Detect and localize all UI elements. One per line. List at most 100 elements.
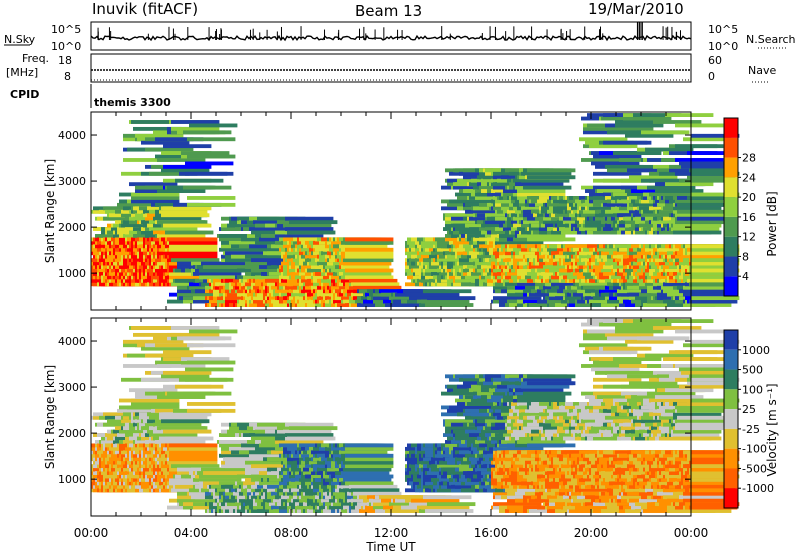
power-cell	[445, 220, 494, 225]
velocity-cell	[189, 329, 238, 334]
velocity-cell	[285, 433, 334, 437]
colorbar-tick-label: 12	[742, 231, 756, 244]
velocity-cell	[157, 364, 206, 368]
velocity-cell	[187, 343, 236, 348]
power-cell	[183, 185, 232, 190]
velocity-cell	[177, 498, 226, 503]
power-cell	[613, 151, 662, 155]
power-cell	[527, 237, 576, 242]
velocity-cell	[345, 443, 394, 448]
velocity-cell	[159, 426, 208, 431]
power-cell	[153, 216, 202, 221]
velocity-cell	[171, 332, 220, 337]
power-cell	[169, 247, 218, 252]
velocity-cell	[183, 391, 232, 396]
power-cell	[605, 126, 654, 131]
velocity-cell	[225, 464, 274, 469]
nsky-label: N.Sky	[4, 33, 36, 46]
colorbar-swatch	[724, 137, 738, 158]
power-cell	[689, 254, 738, 259]
y-tick-label: 4000	[58, 129, 86, 142]
power-cell	[605, 164, 654, 169]
power-cell	[687, 175, 736, 180]
power-cell	[339, 244, 388, 249]
nsky-series-line	[90, 34, 692, 42]
velocity-cell	[345, 446, 394, 451]
velocity-cell	[171, 326, 220, 330]
velocity-cell	[203, 471, 252, 475]
power-cell	[131, 196, 180, 200]
colorbar-tick-label: 16	[742, 211, 756, 224]
power-cell	[343, 261, 392, 266]
velocity-cell	[183, 336, 232, 341]
power-cell	[169, 240, 218, 245]
power-cell	[649, 178, 698, 183]
velocity-cell	[345, 460, 394, 465]
velocity-cell	[129, 388, 178, 393]
power-cell	[593, 185, 642, 190]
power-cell	[629, 175, 678, 180]
power-cell	[647, 185, 696, 190]
freq-panel	[90, 53, 692, 83]
power-cell	[171, 120, 220, 124]
velocity-cell	[283, 429, 332, 434]
power-cell	[159, 220, 208, 225]
power-cell	[251, 258, 300, 263]
colorbar-tick-label: 4	[742, 270, 749, 283]
velocity-cell	[345, 481, 394, 486]
power-cell	[131, 192, 180, 197]
power-cell	[345, 275, 394, 280]
velocity-cell	[257, 422, 306, 427]
velocity-cell	[185, 377, 234, 382]
power-cell	[579, 137, 628, 142]
power-cell	[665, 113, 714, 118]
velocity-cell	[145, 353, 194, 358]
power-cell	[345, 251, 394, 256]
colorbar-swatch	[724, 197, 738, 217]
velocity-cell	[219, 440, 268, 444]
power-cell	[645, 147, 694, 152]
velocity-cell	[225, 457, 274, 462]
power-cell	[675, 158, 724, 162]
velocity-cell	[289, 426, 338, 431]
nave-tick-top: 60	[708, 54, 722, 67]
power-cell	[517, 192, 566, 197]
velocity-cell	[155, 360, 204, 365]
velocity-cell	[245, 460, 294, 465]
power-cell	[353, 285, 402, 290]
power-cell	[161, 213, 210, 218]
power-cell	[517, 234, 566, 238]
power-cell	[171, 126, 220, 131]
date-title: 19/Mar/2010	[588, 0, 684, 18]
power-cell	[683, 275, 732, 280]
velocity-cell	[131, 398, 180, 403]
power-cell	[691, 251, 740, 256]
colorbar-swatch	[724, 216, 738, 237]
colorbar-swatch	[724, 157, 738, 178]
velocity-cell	[285, 422, 334, 427]
power-cell	[187, 202, 236, 207]
power-cell	[157, 158, 206, 162]
power-cell	[169, 237, 218, 242]
power-cell	[285, 227, 334, 231]
velocity-cell	[141, 346, 190, 351]
power-cell	[161, 168, 210, 173]
velocity-cell	[275, 440, 324, 444]
velocity-cell	[163, 350, 212, 355]
power-cell	[495, 240, 544, 245]
velocity-cell	[163, 429, 212, 434]
colorbar-swatch	[724, 276, 738, 296]
power-cell	[687, 278, 736, 283]
power-cell	[625, 133, 674, 138]
power-cell	[581, 158, 630, 162]
velocity-cell	[251, 474, 300, 479]
power-cell	[171, 258, 220, 263]
freq-label: Freq.	[22, 52, 49, 65]
power-heatmap-cells	[91, 113, 740, 307]
power-cell	[687, 151, 736, 155]
power-cell	[257, 216, 306, 221]
power-cell	[633, 113, 682, 118]
velocity-cell	[163, 370, 212, 375]
power-cell	[149, 227, 198, 231]
power-cell	[423, 289, 472, 294]
